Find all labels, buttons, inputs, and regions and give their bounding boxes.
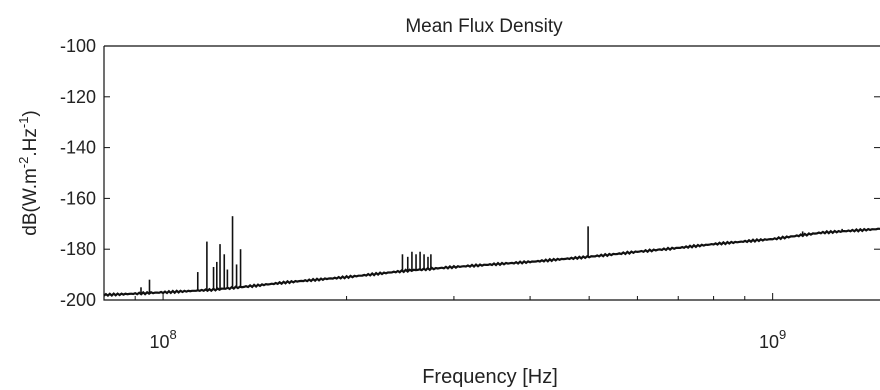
y-tick-label: -140 <box>60 138 96 158</box>
plot-area <box>103 45 880 301</box>
y-tick-label: -120 <box>60 87 96 107</box>
y-axis-label-base: dB(W.m <box>20 168 41 236</box>
x-axis-label: Frequency [Hz] <box>422 366 558 388</box>
y-tick-label: -180 <box>60 239 96 259</box>
x-tick-label: 108 <box>149 327 176 352</box>
series-layer <box>103 216 880 298</box>
x-tick-label: 109 <box>759 327 786 352</box>
y-tick-label: -200 <box>60 290 96 310</box>
x-tick-label-base: 10 <box>149 332 169 352</box>
y-axis-label-exp1: -2 <box>16 157 31 169</box>
y-axis-label-mid: .Hz <box>20 128 41 157</box>
y-axis: -100 -120 -140 -160 -180 -200 <box>60 36 880 310</box>
chart-title: Mean Flux Density <box>405 16 563 37</box>
x-tick-label-base: 10 <box>759 332 779 352</box>
x-tick-label-exponent: 8 <box>169 327 176 342</box>
x-tick-label-exponent: 9 <box>779 327 786 342</box>
x-axis: 108 109 <box>103 293 786 352</box>
y-axis-label-exp2: -1 <box>16 117 31 129</box>
y-tick-label: -160 <box>60 188 96 208</box>
y-tick-label: -100 <box>60 36 96 56</box>
y-axis-label-end: ) <box>20 110 41 116</box>
y-axis-label: dB(W.m-2.Hz-1) <box>16 110 41 236</box>
